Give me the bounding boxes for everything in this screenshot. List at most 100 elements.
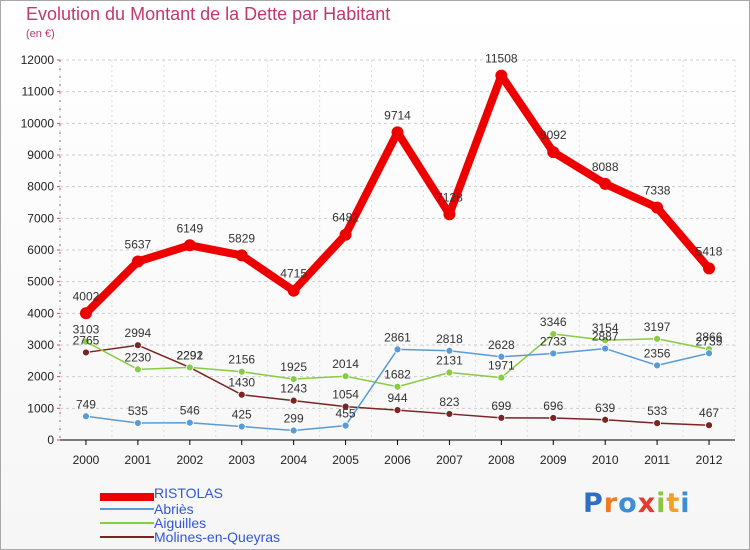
- data-point: [445, 410, 454, 418]
- data-label: 4002: [73, 289, 100, 303]
- data-point: [82, 348, 90, 357]
- data-label: 699: [491, 399, 511, 413]
- data-point: [653, 334, 662, 343]
- logo-letter: i: [680, 488, 691, 519]
- data-label: 2628: [488, 338, 515, 352]
- data-label: 1682: [384, 368, 411, 382]
- logo-letter: r: [603, 488, 619, 519]
- data-point: [289, 396, 298, 405]
- data-label: 2292: [176, 348, 203, 362]
- logo-letter: t: [666, 488, 681, 519]
- data-label: 2291: [176, 348, 203, 362]
- y-tick-label: 11000: [22, 85, 55, 99]
- data-label: 4715: [280, 267, 307, 281]
- x-tick-label: 2007: [436, 453, 463, 467]
- data-point: [601, 336, 610, 345]
- y-tick-label: 6000: [27, 243, 54, 257]
- legend-swatch-abries: [100, 508, 154, 510]
- data-label: 5418: [696, 244, 723, 258]
- line-chart: 0 1000 2000 3000 4000 5000 6000 7000 8000 9000 100…: [21, 52, 736, 467]
- data-label: 639: [595, 401, 615, 415]
- x-tick-label: 2004: [280, 453, 307, 467]
- data-point: [289, 426, 298, 435]
- x-tick-label: 2005: [332, 453, 359, 467]
- data-label: 535: [128, 404, 148, 418]
- data-point: [495, 69, 508, 82]
- data-label: 2818: [436, 332, 463, 346]
- data-point: [133, 341, 142, 350]
- data-point: [79, 307, 92, 320]
- data-label: 1925: [280, 360, 307, 374]
- data-label: 11508: [485, 52, 518, 66]
- legend-swatch-aiguilles: [100, 522, 154, 524]
- data-point: [82, 337, 90, 346]
- legend-label-aiguilles: Aiguilles: [154, 515, 207, 531]
- data-point: [445, 368, 454, 377]
- data-point: [185, 363, 194, 372]
- data-label: 6482: [332, 211, 359, 225]
- data-label: 467: [699, 406, 719, 420]
- data-point: [183, 239, 196, 252]
- data-point: [341, 402, 350, 411]
- data-point: [133, 419, 142, 427]
- data-point: [705, 421, 713, 430]
- data-label: 1430: [228, 376, 255, 390]
- data-point: [445, 346, 454, 355]
- data-point: [497, 352, 506, 361]
- data-label: 696: [543, 399, 563, 413]
- legend-swatch-ristolas: [100, 493, 154, 501]
- x-tick-label: 2003: [228, 453, 255, 467]
- data-point: [703, 262, 716, 275]
- data-label: 2156: [228, 353, 255, 367]
- data-label: 2014: [332, 357, 359, 371]
- data-label: 5829: [228, 231, 255, 245]
- data-label: 2739: [696, 334, 723, 348]
- data-label: 2765: [73, 333, 100, 347]
- data-point: [237, 367, 246, 376]
- legend-label-molines-en-queyras: Molines-en-Queyras: [154, 529, 281, 545]
- data-point: [601, 344, 610, 353]
- data-point: [443, 208, 456, 221]
- data-point: [287, 284, 300, 297]
- data-point: [549, 330, 558, 338]
- data-label: 3346: [540, 315, 567, 329]
- data-point: [599, 177, 612, 190]
- x-tick-label: 2000: [73, 453, 100, 467]
- data-point: [653, 361, 662, 370]
- y-tick-label: 3000: [27, 338, 54, 352]
- y-tick-label: 1000: [27, 401, 54, 415]
- x-tick-label: 2002: [176, 453, 203, 467]
- y-tick-label: 12000: [21, 53, 55, 67]
- data-point: [341, 372, 350, 381]
- data-point: [601, 415, 610, 424]
- data-point: [289, 375, 298, 383]
- data-point: [185, 418, 194, 427]
- x-tick-label: 2008: [488, 453, 515, 467]
- data-label: 1054: [332, 388, 359, 402]
- data-point: [549, 349, 558, 358]
- data-label: 749: [76, 397, 96, 411]
- data-label: 2994: [125, 326, 152, 340]
- data-label: 2131: [436, 354, 463, 368]
- data-label: 3103: [73, 323, 100, 337]
- data-point: [653, 419, 662, 428]
- y-tick-label: 7000: [27, 211, 54, 225]
- y-tick-label: 10000: [21, 116, 55, 130]
- x-tick-label: 2012: [696, 453, 723, 467]
- data-point: [391, 126, 404, 139]
- data-point: [133, 365, 142, 374]
- data-label: 8088: [592, 160, 619, 174]
- data-label: 2733: [540, 334, 567, 348]
- y-tick-label: 2000: [27, 370, 54, 384]
- data-point: [549, 414, 558, 422]
- y-tick-label: 8000: [27, 180, 54, 194]
- data-point: [651, 201, 664, 214]
- logo-letter: i: [656, 488, 667, 519]
- data-point: [393, 345, 402, 354]
- data-label: 944: [387, 391, 407, 405]
- chart-title: Evolution du Montant de la Dette par Hab…: [26, 4, 391, 24]
- data-label: 299: [284, 412, 304, 426]
- data-label: 2230: [125, 350, 152, 364]
- y-unit-label: (en €): [26, 28, 55, 40]
- data-label: 7338: [644, 184, 671, 198]
